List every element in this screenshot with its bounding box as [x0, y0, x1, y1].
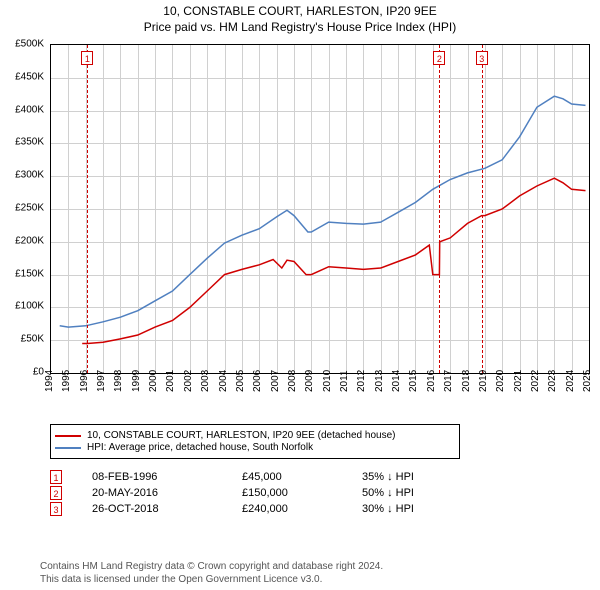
x-axis-label: 2006 [252, 370, 263, 392]
y-axis-label: £500K [15, 39, 44, 50]
x-axis-label: 1999 [131, 370, 142, 392]
series-line [60, 96, 586, 327]
x-axis-label: 2020 [495, 370, 506, 392]
title-block: 10, CONSTABLE COURT, HARLESTON, IP20 9EE… [0, 0, 600, 34]
x-axis-label: 2014 [391, 370, 402, 392]
y-axis-label: £400K [15, 104, 44, 115]
x-axis-label: 2018 [461, 370, 472, 392]
sale-price: £240,000 [242, 503, 362, 515]
x-axis-label: 2009 [304, 370, 315, 392]
legend-label: HPI: Average price, detached house, Sout… [87, 442, 313, 453]
line-chart: 1 2 3 [50, 44, 590, 374]
x-axis-label: 2010 [322, 370, 333, 392]
x-axis-label: 1997 [96, 370, 107, 392]
x-axis-label: 2007 [270, 370, 281, 392]
series-line [82, 178, 585, 343]
sale-marker-box: 2 [50, 486, 62, 500]
legend-row: HPI: Average price, detached house, Sout… [55, 442, 455, 453]
legend-swatch [55, 447, 81, 449]
x-axis-label: 1996 [79, 370, 90, 392]
y-axis-label: £300K [15, 170, 44, 181]
sale-marker-box: 1 [50, 470, 62, 484]
footer-line: Contains HM Land Registry data © Crown c… [40, 561, 383, 574]
footer-line: This data is licensed under the Open Gov… [40, 574, 383, 587]
sale-hpi-delta: 30% ↓ HPI [362, 503, 414, 515]
y-axis-label: £100K [15, 301, 44, 312]
x-axis-label: 2008 [287, 370, 298, 392]
x-axis-label: 2019 [478, 370, 489, 392]
x-axis-label: 2000 [148, 370, 159, 392]
x-axis-label: 2011 [339, 370, 350, 392]
x-axis-label: 2016 [426, 370, 437, 392]
x-axis-label: 1998 [113, 370, 124, 392]
x-axis-label: 2023 [547, 370, 558, 392]
sale-annotation-row: 3 26-OCT-2018£240,00030% ↓ HPI [50, 502, 590, 516]
legend-row: 10, CONSTABLE COURT, HARLESTON, IP20 9EE… [55, 430, 455, 441]
y-axis-label: £50K [21, 334, 44, 345]
chart-svg [51, 45, 589, 373]
legend-swatch [55, 435, 81, 437]
x-axis-label: 2025 [582, 370, 593, 392]
y-axis: £0£50K£100K£150K£200K£250K£300K£350K£400… [0, 44, 48, 374]
x-axis-label: 2021 [513, 370, 524, 392]
x-axis-label: 2024 [565, 370, 576, 392]
sale-marker-box: 2 [433, 51, 445, 65]
sale-annotation-row: 1 08-FEB-1996£45,00035% ↓ HPI [50, 470, 590, 484]
footer: Contains HM Land Registry data © Crown c… [40, 561, 383, 586]
x-axis-label: 2022 [530, 370, 541, 392]
sale-date: 26-OCT-2018 [92, 503, 242, 515]
x-axis-label: 2017 [443, 370, 454, 392]
x-axis-label: 2012 [356, 370, 367, 392]
chart-title-line2: Price paid vs. HM Land Registry's House … [0, 20, 600, 34]
y-axis-label: £150K [15, 268, 44, 279]
x-axis-label: 2005 [235, 370, 246, 392]
sale-marker-line [482, 45, 483, 373]
sale-marker-line [439, 45, 440, 373]
sale-marker-box: 3 [50, 502, 62, 516]
sale-date: 08-FEB-1996 [92, 471, 242, 483]
chart-container: 10, CONSTABLE COURT, HARLESTON, IP20 9EE… [0, 0, 600, 590]
y-axis-label: £450K [15, 71, 44, 82]
chart-title-line1: 10, CONSTABLE COURT, HARLESTON, IP20 9EE [0, 4, 600, 18]
sale-date: 20-MAY-2016 [92, 487, 242, 499]
y-axis-label: £0 [33, 367, 44, 378]
sale-price: £150,000 [242, 487, 362, 499]
sale-annotations: 1 08-FEB-1996£45,00035% ↓ HPI 2 20-MAY-2016… [50, 468, 590, 518]
x-axis-label: 2015 [408, 370, 419, 392]
sale-marker-line [87, 45, 88, 373]
legend: 10, CONSTABLE COURT, HARLESTON, IP20 9EE… [50, 424, 460, 459]
sale-annotation-row: 2 20-MAY-2016£150,00050% ↓ HPI [50, 486, 590, 500]
x-axis-label: 1995 [61, 370, 72, 392]
x-axis-label: 2004 [218, 370, 229, 392]
y-axis-label: £250K [15, 203, 44, 214]
sale-hpi-delta: 35% ↓ HPI [362, 471, 414, 483]
x-axis-label: 2002 [183, 370, 194, 392]
x-axis: 1994199519961997199819992000200120022003… [50, 376, 590, 426]
x-axis-label: 2001 [165, 370, 176, 392]
sale-marker-box: 3 [476, 51, 488, 65]
x-axis-label: 2003 [200, 370, 211, 392]
legend-label: 10, CONSTABLE COURT, HARLESTON, IP20 9EE… [87, 430, 395, 441]
sale-price: £45,000 [242, 471, 362, 483]
y-axis-label: £200K [15, 235, 44, 246]
y-axis-label: £350K [15, 137, 44, 148]
x-axis-label: 1994 [44, 370, 55, 392]
sale-hpi-delta: 50% ↓ HPI [362, 487, 414, 499]
x-axis-label: 2013 [374, 370, 385, 392]
sale-marker-box: 1 [81, 51, 93, 65]
